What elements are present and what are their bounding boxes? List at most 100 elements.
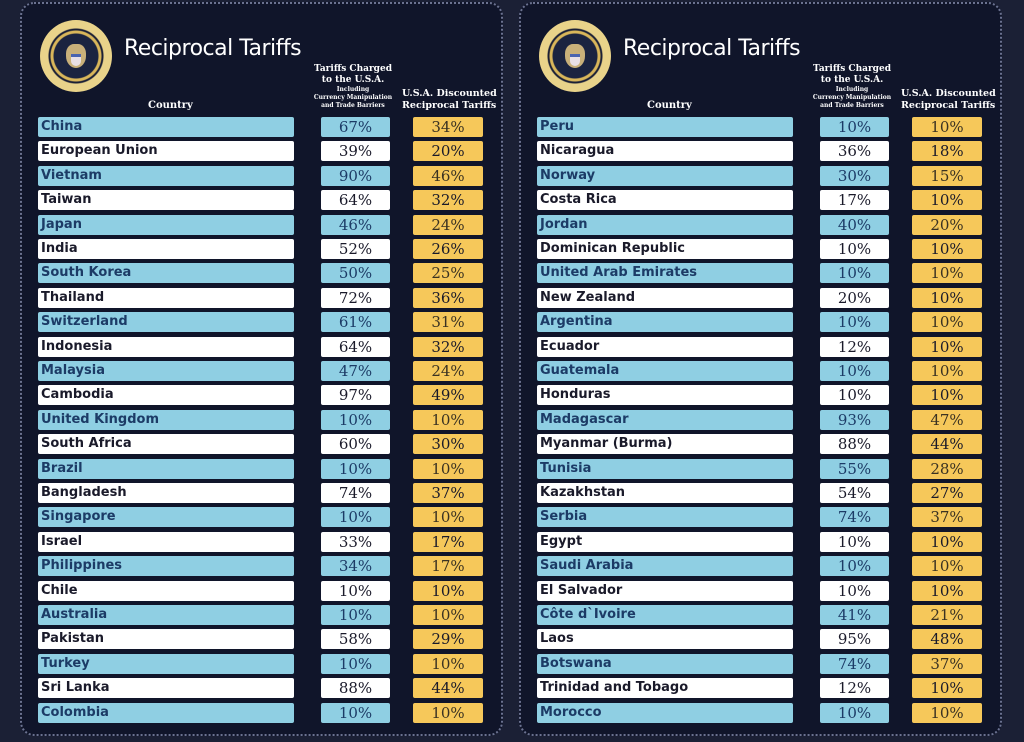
reciprocal-tariff-cell: 20%: [912, 214, 982, 235]
table-row: Tunisia 55% 28%: [521, 458, 1000, 480]
tariffs-charged-column-header: Tariffs Charged to the U.S.A. Including …: [809, 64, 895, 110]
tariff-charged-cell: 93%: [820, 409, 889, 430]
country-cell: Kazakhstan: [537, 483, 793, 503]
reciprocal-tariff-cell: 10%: [912, 678, 982, 699]
country-cell: Philippines: [38, 556, 294, 577]
table-row: Switzerland 61% 31%: [22, 312, 501, 333]
tariff-charged-cell: 61%: [321, 312, 390, 333]
reciprocal-tariff-cell: 18%: [912, 141, 982, 162]
reciprocal-tariff-cell: 49%: [413, 385, 483, 406]
country-cell: Costa Rica: [537, 190, 793, 211]
tariff-charged-cell: 60%: [321, 434, 390, 455]
table-row: Pakistan 58% 29%: [22, 629, 501, 650]
country-cell: Turkey: [38, 653, 294, 674]
tariff-charged-cell: 10%: [820, 117, 889, 137]
reciprocal-tariff-cell: 15%: [912, 165, 982, 186]
country-cell: Indonesia: [38, 336, 294, 357]
country-cell: Brazil: [38, 458, 294, 479]
country-cell: Nicaragua: [537, 141, 793, 162]
presidential-seal-icon: [539, 20, 611, 92]
country-cell: Tunisia: [537, 458, 793, 479]
reciprocal-tariff-cell: 24%: [413, 214, 483, 235]
tariff-charged-cell: 64%: [321, 336, 390, 357]
reciprocal-tariff-cell: 32%: [413, 336, 483, 357]
tariff-charged-cell: 10%: [321, 653, 390, 674]
table-row: Kazakhstan 54% 27%: [521, 483, 1000, 504]
country-cell: Israel: [38, 531, 294, 552]
reciprocal-tariff-cell: 10%: [912, 336, 982, 357]
table-row: Australia 10% 10%: [22, 605, 501, 626]
tariff-charged-cell: 10%: [820, 531, 889, 552]
country-cell: Madagascar: [537, 409, 793, 430]
tariff-charged-cell: 54%: [820, 483, 889, 503]
table-row: Nicaragua 36% 18%: [521, 141, 1000, 162]
tariff-charged-cell: 10%: [820, 385, 889, 406]
reciprocal-tariff-cell: 31%: [413, 312, 483, 333]
country-cell: Dominican Republic: [537, 239, 793, 259]
tariff-charged-cell: 74%: [321, 483, 390, 503]
country-cell: Sri Lanka: [38, 678, 294, 699]
tariff-charged-cell: 41%: [820, 605, 889, 625]
reciprocal-tariff-cell: 44%: [912, 434, 982, 455]
table-row: Taiwan 64% 32%: [22, 190, 501, 211]
tariff-charged-cell: 50%: [321, 263, 390, 284]
country-cell: Côte d`Ivoire: [537, 605, 793, 625]
tariff-charged-cell: 64%: [321, 190, 390, 211]
tariff-charged-cell: 90%: [321, 165, 390, 186]
tariff-table-panel: Reciprocal Tariffs Country Tariffs Charg…: [519, 2, 1002, 736]
reciprocal-tariff-cell: 10%: [912, 361, 982, 381]
country-cell: Vietnam: [38, 165, 294, 186]
tariff-charged-cell: 88%: [321, 678, 390, 699]
reciprocal-tariff-cell: 26%: [413, 239, 483, 259]
header-line: U.S.A. Discounted: [901, 88, 996, 99]
reciprocal-tariff-cell: 10%: [912, 580, 982, 601]
reciprocal-tariffs-column-header: U.S.A. Discounted Reciprocal Tariffs: [901, 88, 996, 112]
country-cell: Botswana: [537, 653, 793, 674]
reciprocal-tariff-cell: 10%: [413, 580, 483, 601]
country-cell: El Salvador: [537, 580, 793, 601]
reciprocal-tariff-cell: 44%: [413, 678, 483, 699]
country-cell: Taiwan: [38, 190, 294, 211]
table-row: South Africa 60% 30%: [22, 434, 501, 455]
tariff-charged-cell: 52%: [321, 239, 390, 259]
table-row: Madagascar 93% 47%: [521, 409, 1000, 431]
table-row: Argentina 10% 10%: [521, 312, 1000, 333]
country-cell: Ecuador: [537, 336, 793, 357]
country-cell: Egypt: [537, 531, 793, 552]
header-subline: Including: [336, 86, 370, 93]
country-cell: Laos: [537, 629, 793, 650]
country-cell: Morocco: [537, 702, 793, 723]
country-cell: New Zealand: [537, 287, 793, 308]
country-cell: Colombia: [38, 702, 294, 723]
table-row: Honduras 10% 10%: [521, 385, 1000, 406]
reciprocal-tariff-cell: 10%: [413, 458, 483, 479]
country-cell: Cambodia: [38, 385, 294, 406]
reciprocal-tariff-cell: 10%: [912, 531, 982, 552]
country-cell: Pakistan: [38, 629, 294, 650]
tariff-charged-cell: 10%: [820, 556, 889, 577]
country-cell: Norway: [537, 165, 793, 186]
reciprocal-tariff-cell: 10%: [912, 287, 982, 308]
tariff-charged-cell: 12%: [820, 678, 889, 699]
presidential-seal-icon: [40, 20, 112, 92]
reciprocal-tariff-cell: 47%: [912, 409, 982, 430]
table-row: Trinidad and Tobago 12% 10%: [521, 678, 1000, 699]
reciprocal-tariff-cell: 36%: [413, 287, 483, 308]
country-cell: European Union: [38, 141, 294, 162]
table-row: Jordan 40% 20%: [521, 214, 1000, 236]
tariff-charged-cell: 40%: [820, 214, 889, 235]
table-row: Vietnam 90% 46%: [22, 165, 501, 187]
tariff-charged-cell: 34%: [321, 556, 390, 577]
header-line: Reciprocal Tariffs: [901, 100, 996, 111]
country-cell: Malaysia: [38, 361, 294, 381]
table-row: Philippines 34% 17%: [22, 556, 501, 577]
table-row: Turkey 10% 10%: [22, 653, 501, 675]
country-cell: Jordan: [537, 214, 793, 235]
reciprocal-tariff-cell: 10%: [413, 605, 483, 625]
table-row: Colombia 10% 10%: [22, 702, 501, 724]
tariff-charged-cell: 67%: [321, 117, 390, 137]
tariff-charged-cell: 10%: [820, 312, 889, 333]
country-cell: Peru: [537, 117, 793, 137]
country-cell: United Kingdom: [38, 409, 294, 430]
reciprocal-tariff-cell: 29%: [413, 629, 483, 650]
